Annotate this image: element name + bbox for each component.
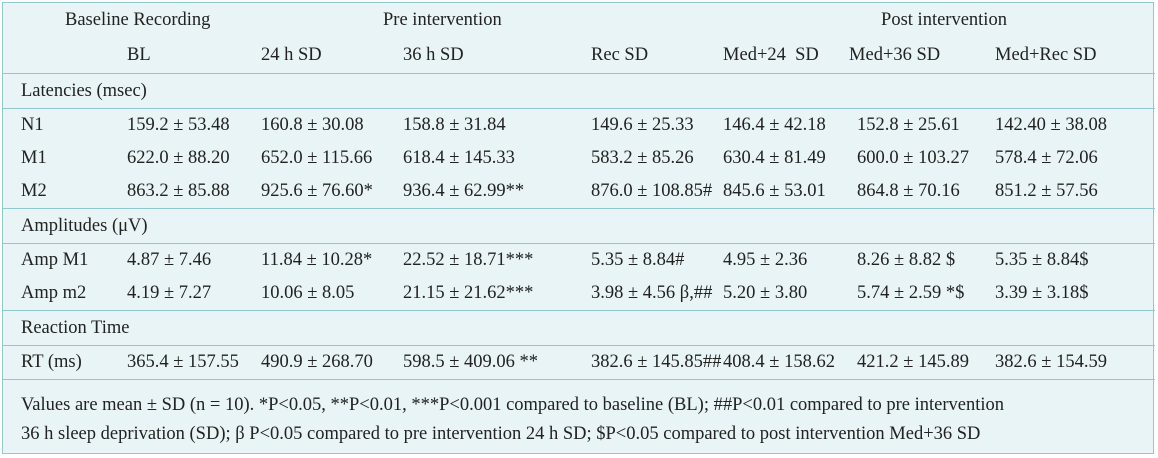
table-row: Amp m2 4.19 ± 7.27 10.06 ± 8.05 21.15 ± … (3, 277, 1155, 311)
table-row: M1 622.0 ± 88.20 652.0 ± 115.66 618.4 ± … (3, 142, 1155, 175)
section-row: Reaction Time (3, 310, 1156, 346)
table-cell: 652.0 ± 115.66 (261, 148, 373, 168)
group-pre: Pre intervention (383, 9, 502, 30)
table-cell: 11.84 ± 10.28* (258, 243, 404, 277)
table-cell: 598.5 ± 409.06 ** (403, 345, 572, 380)
section-title: Reaction Time (3, 310, 1156, 346)
table-cell: 618.4 ± 145.33 (403, 148, 515, 168)
column-header: Rec SD (571, 37, 722, 74)
group-post: Post intervention (881, 9, 1007, 30)
table-cell: 160.8 ± 30.08 (258, 108, 404, 142)
table-cell: 5.35 ± 8.84$ (987, 243, 1156, 277)
table-row: Amp M1 4.87 ± 7.46 11.84 ± 10.28* 22.52 … (3, 243, 1156, 277)
footnote-line: 36 h sleep deprivation (SD); β P<0.05 co… (21, 424, 981, 444)
row-label: N1 (3, 108, 113, 142)
table-cell: 490.9 ± 268.70 (258, 345, 404, 380)
data-table: Baseline Recording Pre intervention Post… (3, 3, 1156, 380)
table-cell: 578.4 ± 72.06 (995, 148, 1098, 168)
table-cell: 851.2 ± 57.56 (995, 181, 1098, 201)
column-header-empty (3, 37, 113, 74)
table-cell: 845.6 ± 53.01 (723, 181, 826, 201)
table-cell: 159.2 ± 53.48 (113, 108, 259, 142)
table-cell: 365.4 ± 157.55 (113, 345, 259, 380)
table-row: M2 863.2 ± 85.88 925.6 ± 76.60* 936.4 ± … (3, 175, 1155, 209)
group-header-row: Baseline Recording Pre intervention Post… (3, 3, 1155, 37)
table-row: RT (ms) 365.4 ± 157.55 490.9 ± 268.70 59… (3, 345, 1156, 380)
column-header: 24 h SD (258, 37, 404, 74)
section-row: Latencies (msec) (3, 74, 1155, 109)
table-cell: 5.20 ± 3.80 (723, 283, 808, 303)
table-cell: 3.39 ± 3.18$ (995, 283, 1089, 303)
column-header: BL (113, 37, 259, 74)
table-cell: 21.15 ± 21.62*** (403, 283, 534, 303)
table-cell: 382.6 ± 154.59 (987, 345, 1156, 380)
table-footnote: Values are mean ± SD (n = 10). *P<0.05, … (21, 391, 1141, 449)
row-label: M1 (21, 148, 47, 168)
table-cell: 600.0 ± 103.27 (857, 148, 969, 168)
table-cell: 630.4 ± 81.49 (723, 148, 826, 168)
column-header: Med+24 SD (721, 37, 848, 74)
table-cell: 925.6 ± 76.60* (261, 181, 373, 201)
column-header-row: BL 24 h SD 36 h SD Rec SD Med+24 SD Med+… (3, 37, 1156, 74)
column-header: Med+36 SD (847, 37, 988, 74)
footnote-line: Values are mean ± SD (n = 10). *P<0.05, … (21, 395, 1005, 415)
section-row: Amplitudes (μV) (3, 208, 1156, 244)
table-cell: 864.8 ± 70.16 (857, 181, 960, 201)
table-cell: 4.87 ± 7.46 (113, 243, 259, 277)
table-row: N1 159.2 ± 53.48 160.8 ± 30.08 158.8 ± 3… (3, 108, 1156, 142)
table-cell: 863.2 ± 85.88 (127, 181, 230, 201)
table-cell: 8.26 ± 8.82 $ (847, 243, 988, 277)
footer-separator (3, 379, 1156, 380)
table-cell: 5.74 ± 2.59 *$ (857, 283, 965, 303)
table-cell: 421.2 ± 145.89 (847, 345, 988, 380)
table-cell: 142.40 ± 38.08 (987, 108, 1156, 142)
table-cell: 146.4 ± 42.18 (721, 108, 848, 142)
table-cell: 408.4 ± 158.62 (721, 345, 848, 380)
table-cell: 936.4 ± 62.99** (403, 181, 525, 201)
table-cell: 10.06 ± 8.05 (261, 283, 355, 303)
row-label: Amp m2 (21, 283, 87, 303)
row-label: RT (ms) (3, 345, 113, 380)
row-label: M2 (21, 181, 47, 201)
table-cell: 5.35 ± 8.84# (571, 243, 722, 277)
table-cell: 622.0 ± 88.20 (127, 148, 230, 168)
column-header: 36 h SD (403, 37, 572, 74)
row-label: Amp M1 (3, 243, 113, 277)
table-cell: 149.6 ± 25.33 (571, 108, 722, 142)
column-header: Med+Rec SD (987, 37, 1156, 74)
table-cell: 4.95 ± 2.36 (721, 243, 848, 277)
table-cell: 583.2 ± 85.26 (591, 148, 694, 168)
table-cell: 4.19 ± 7.27 (127, 283, 212, 303)
table-cell: 158.8 ± 31.84 (403, 108, 572, 142)
section-title: Latencies (msec) (21, 80, 147, 101)
table-cell: 152.8 ± 25.61 (847, 108, 988, 142)
table-cell: 382.6 ± 145.85## (571, 345, 721, 380)
section-title: Amplitudes (μV) (3, 208, 1156, 244)
table-cell: 3.98 ± 4.56 β,## (591, 283, 713, 303)
table-cell: 22.52 ± 18.71*** (403, 243, 572, 277)
group-baseline: Baseline Recording (65, 9, 211, 30)
table-cell: 876.0 ± 108.85# (591, 181, 713, 201)
